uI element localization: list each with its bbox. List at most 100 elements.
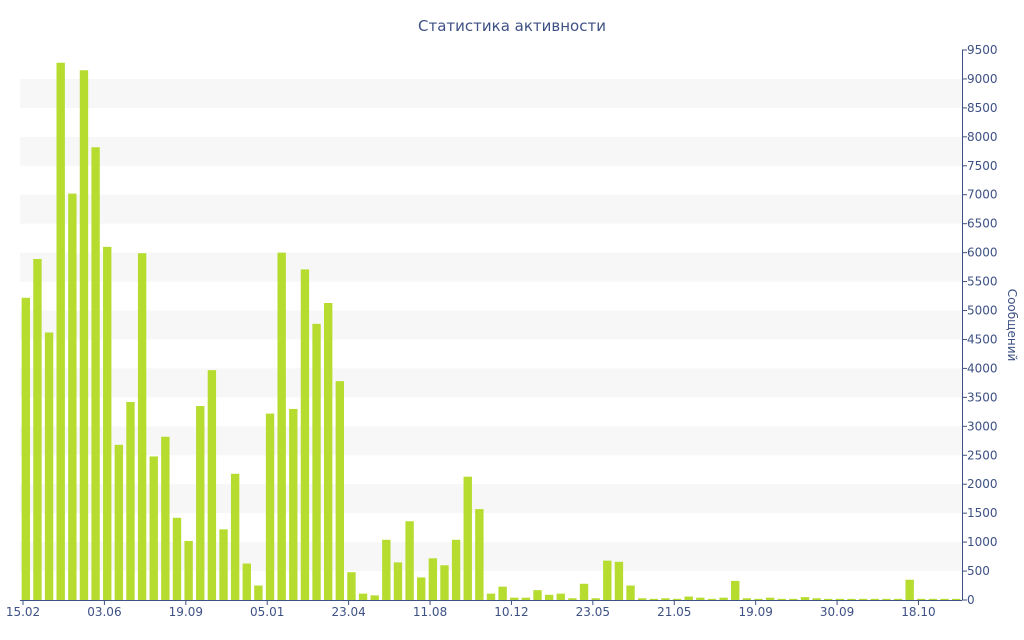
bar[interactable] [603,560,612,600]
y-tick-label: 1500 [967,506,998,520]
y-tick-label: 0 [967,593,975,607]
grid-band [20,426,962,456]
y-tick-label: 3500 [967,390,998,404]
bar[interactable] [835,598,845,600]
bar[interactable] [475,509,484,600]
bar[interactable] [882,598,891,600]
bar[interactable] [940,598,949,600]
bar[interactable] [370,595,379,600]
bar[interactable] [79,70,89,600]
x-tick-label: 10.12 [494,605,528,619]
bar[interactable] [324,303,333,600]
bar[interactable] [207,370,217,600]
y-tick-label: 2500 [967,448,998,462]
bar[interactable] [789,598,798,600]
bar[interactable] [137,253,147,600]
bar[interactable] [347,572,356,600]
bar[interactable] [928,598,938,600]
bar[interactable] [824,598,833,600]
x-tick-label: 18.10 [901,605,935,619]
bar[interactable] [719,597,728,600]
bar[interactable] [33,259,42,600]
bar[interactable] [114,444,124,600]
bar[interactable] [847,598,856,600]
bar[interactable] [521,597,531,600]
bar[interactable] [103,246,112,600]
bar[interactable] [800,597,810,600]
bar[interactable] [626,585,635,600]
bar[interactable] [870,598,879,600]
bar[interactable] [754,598,763,600]
bar[interactable] [661,598,670,600]
bar[interactable] [649,598,658,600]
bar[interactable] [858,598,868,600]
bar[interactable] [696,597,705,600]
bar[interactable] [428,558,438,600]
bar[interactable] [21,297,30,600]
bar[interactable] [486,593,496,600]
bar[interactable] [812,598,821,600]
bar[interactable] [765,597,775,600]
bar[interactable] [672,598,682,600]
y-tick-label: 2000 [967,477,998,491]
bar[interactable] [265,413,275,600]
x-tick-label: 23.05 [576,605,610,619]
bar[interactable] [638,598,647,600]
bar-series [21,62,961,601]
bar[interactable] [289,408,298,600]
y-tick-label: 9500 [967,43,998,57]
bar[interactable] [184,540,193,600]
bar[interactable] [777,598,786,600]
bar[interactable] [219,529,228,600]
bar[interactable] [172,517,182,600]
bar[interactable] [556,593,565,600]
bar[interactable] [300,269,310,600]
bar[interactable] [382,539,391,600]
bar[interactable] [579,583,589,600]
bar[interactable] [510,597,519,600]
bar[interactable] [56,62,65,601]
bar[interactable] [905,579,914,600]
x-axis: 15.02 03.06 19.09 05.01 23.04 11.08 10.12 23.05… [6,600,962,619]
bar[interactable] [405,521,414,600]
bar[interactable] [242,563,251,600]
y-axis: 0 500 1000 1500 2000 2500 3000 3500 4000 4500 5000… [962,43,998,607]
y-tick-label: 500 [967,564,990,578]
bar[interactable] [440,565,449,600]
bar[interactable] [731,580,740,600]
y-tick-label: 5500 [967,275,998,289]
bar[interactable] [707,598,717,600]
bar[interactable] [742,598,752,600]
bar[interactable] [393,562,403,600]
x-tick-label: 21.05 [657,605,691,619]
bar[interactable] [451,539,461,600]
bar[interactable] [126,402,135,600]
grid-band [20,194,962,224]
bar[interactable] [335,381,344,600]
bar[interactable] [917,598,926,600]
x-tick-label: 15.02 [6,605,40,619]
bar[interactable] [952,598,961,600]
bar[interactable] [161,436,170,600]
x-tick-label: 23.04 [331,605,365,619]
bar[interactable] [463,476,472,600]
bar[interactable] [591,598,600,600]
bar[interactable] [568,598,577,600]
bar[interactable] [358,593,368,600]
bar[interactable] [417,577,426,600]
bar[interactable] [149,456,158,600]
bar[interactable] [230,473,240,600]
bar[interactable] [893,598,903,600]
bar[interactable] [684,596,693,600]
bar[interactable] [312,323,321,600]
bar[interactable] [533,590,542,600]
bar[interactable] [44,332,54,600]
bar[interactable] [254,585,263,600]
bar[interactable] [277,252,286,600]
bar[interactable] [196,406,205,600]
bar[interactable] [544,594,554,600]
bar[interactable] [498,586,507,600]
bar[interactable] [91,147,100,600]
bar[interactable] [614,561,624,600]
bar[interactable] [68,193,77,600]
